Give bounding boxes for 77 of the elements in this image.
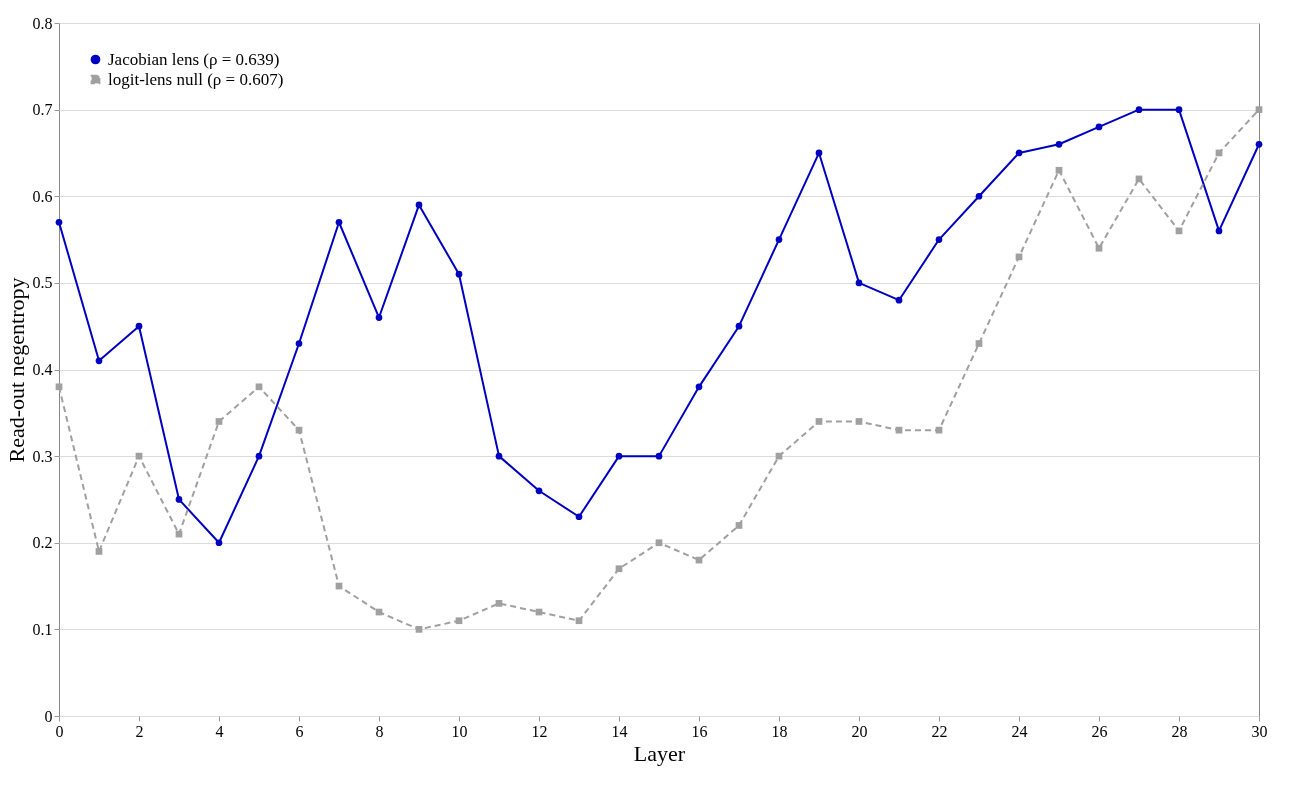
x-tick-label: 20: [851, 722, 868, 740]
point: [95, 548, 103, 555]
x-tick-label: 0: [55, 722, 64, 740]
x-tick-label: 22: [931, 722, 948, 740]
x-tick-label: 28: [1171, 722, 1188, 740]
x-tick-label: 8: [375, 722, 384, 740]
x-tick-label: 6: [295, 722, 304, 740]
point: [655, 539, 663, 547]
point: [495, 600, 503, 607]
y-tick-label: 0.2: [32, 534, 53, 552]
point: [495, 452, 503, 460]
point: [415, 626, 423, 633]
point: [895, 296, 903, 304]
point: [1055, 166, 1063, 174]
point: [1015, 149, 1023, 157]
x-tick-label: 14: [611, 722, 628, 740]
point: [615, 565, 623, 573]
point: [175, 496, 183, 503]
point: [375, 314, 383, 321]
x-tick-label: 30: [1251, 722, 1268, 740]
point: [775, 236, 783, 243]
point: [935, 236, 943, 243]
x-tick-label: 18: [771, 722, 788, 740]
point: [255, 383, 263, 391]
point: [975, 192, 983, 200]
point: [455, 270, 463, 278]
point: [1255, 140, 1263, 148]
y-tick-label: 0.6: [32, 187, 53, 205]
x-axis-title: Layer: [633, 740, 686, 766]
x-tick-label: 2: [135, 722, 144, 740]
point: [455, 617, 463, 625]
point: [575, 513, 583, 521]
point: [295, 340, 303, 347]
point: [615, 452, 623, 460]
x-tick-label: 4: [215, 722, 224, 740]
point: [1215, 227, 1223, 235]
point: [1055, 140, 1063, 148]
point: [215, 539, 223, 547]
x-tick-label: 24: [1011, 722, 1028, 740]
point: [55, 383, 63, 391]
point: [1095, 123, 1103, 131]
point: [855, 279, 863, 287]
point: [655, 452, 663, 460]
point: [1255, 106, 1263, 113]
x-tick-label: 26: [1091, 722, 1108, 740]
y-tick-label: 0.7: [32, 101, 53, 119]
point: [335, 218, 343, 226]
legend-label: Jacobian lens (ρ = 0.639): [108, 49, 280, 69]
point: [535, 487, 543, 495]
point: [55, 218, 63, 226]
x-tick-label: 16: [691, 722, 708, 740]
y-axis-title: Read-out negentropy: [3, 277, 29, 463]
y-tick-label: 0: [44, 707, 53, 725]
x-tick-label: 12: [531, 722, 548, 740]
point: [855, 418, 863, 425]
point: [815, 418, 823, 425]
point: [735, 322, 743, 330]
y-tick-label: 0.4: [32, 361, 53, 378]
point: [975, 340, 983, 347]
y-tick-label: 0.3: [32, 447, 53, 465]
point: [1175, 106, 1183, 113]
y-tick-label: 0.5: [32, 274, 53, 292]
y-tick-label: 0.8: [32, 14, 53, 32]
point: [255, 452, 263, 460]
point: [415, 201, 423, 209]
point: [1095, 244, 1103, 252]
point: [95, 357, 103, 365]
point: [695, 383, 703, 391]
point: [575, 617, 583, 625]
point: [135, 322, 143, 330]
x-tick-label: 10: [451, 722, 468, 740]
point: [815, 149, 823, 157]
point: [1135, 106, 1143, 113]
point: [215, 418, 223, 425]
point: [735, 522, 743, 529]
legend-label: logit-lens null (ρ = 0.607): [108, 69, 284, 89]
y-tick-label: 0.1: [32, 620, 53, 638]
